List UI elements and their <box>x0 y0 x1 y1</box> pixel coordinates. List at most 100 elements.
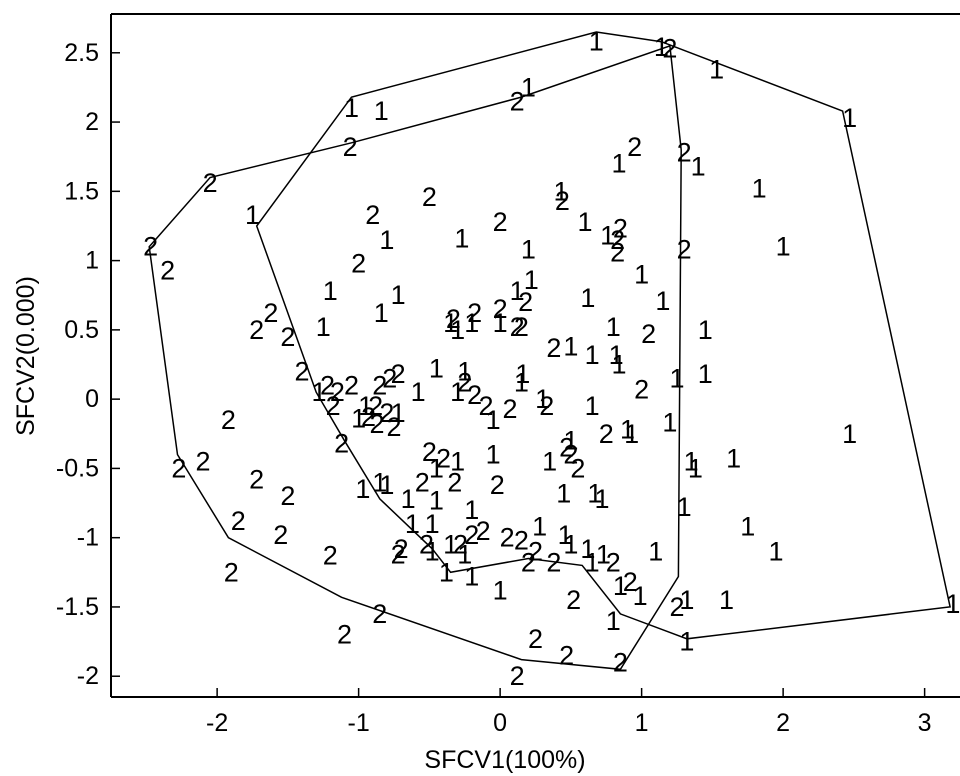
point-group-2: 2 <box>386 412 401 442</box>
point-group-2: 2 <box>502 394 517 424</box>
point-group-1: 1 <box>344 93 359 123</box>
point-group-1: 1 <box>374 96 389 126</box>
point-group-2: 2 <box>570 453 585 483</box>
point-group-1: 1 <box>535 384 550 414</box>
point-group-1: 1 <box>563 332 578 362</box>
point-group-2: 2 <box>514 526 529 556</box>
x-tick-label: 2 <box>776 709 790 737</box>
point-group-2: 2 <box>436 444 451 474</box>
y-tick-label: 1 <box>85 247 99 275</box>
point-group-1: 1 <box>493 308 508 338</box>
point-group-2: 2 <box>280 322 295 352</box>
point-group-1: 1 <box>620 415 635 445</box>
point-group-1: 1 <box>752 174 767 204</box>
y-tick-label: -2 <box>77 662 99 690</box>
point-group-2: 2 <box>326 391 341 421</box>
point-group-1: 1 <box>457 356 472 386</box>
point-group-1: 1 <box>596 539 611 569</box>
point-group-2: 2 <box>500 523 515 553</box>
point-group-2: 2 <box>539 391 554 421</box>
x-tick-label: 3 <box>918 709 932 737</box>
point-group-2: 2 <box>566 585 581 615</box>
point-group-1: 1 <box>443 308 458 338</box>
point-group-2: 2 <box>203 168 218 198</box>
point-group-2: 2 <box>160 255 175 285</box>
point-group-1: 1 <box>245 200 260 230</box>
point-group-1: 1 <box>669 363 684 393</box>
point-group-2: 2 <box>493 207 508 237</box>
point-group-1: 1 <box>563 426 578 456</box>
y-axis-title: SFCV2(0.000) <box>12 276 40 436</box>
point-group-1: 1 <box>624 419 639 449</box>
point-group-2: 2 <box>510 312 525 342</box>
point-group-1: 1 <box>457 539 472 569</box>
point-group-1: 1 <box>679 627 694 657</box>
point-group-1: 1 <box>510 276 525 306</box>
point-group-1: 1 <box>691 151 706 181</box>
point-group-1: 1 <box>514 368 529 398</box>
convex-hulls <box>148 31 952 671</box>
point-group-2: 2 <box>195 447 210 477</box>
point-group-1: 1 <box>677 492 692 522</box>
point-group-2: 2 <box>546 333 561 363</box>
y-tick-label: 1.5 <box>64 177 99 205</box>
point-group-2: 2 <box>662 34 677 64</box>
point-group-1: 1 <box>429 354 444 384</box>
point-group-2: 2 <box>415 467 430 497</box>
point-group-1: 1 <box>486 405 501 435</box>
point-group-1: 1 <box>587 478 602 508</box>
point-group-1: 1 <box>611 350 626 380</box>
point-group-1: 1 <box>613 571 628 601</box>
point-group-2: 2 <box>344 370 359 400</box>
point-group-1: 1 <box>688 453 703 483</box>
point-group-2: 2 <box>337 620 352 650</box>
point-group-1: 1 <box>493 575 508 605</box>
x-tick-label: 0 <box>493 709 507 737</box>
x-axis-ticks: -2 -1 0 1 2 3 <box>206 688 932 737</box>
y-tick-label: 2 <box>85 108 99 136</box>
y-tick-label: -0.5 <box>56 454 99 482</box>
point-group-1: 1 <box>585 548 600 578</box>
point-group-2: 2 <box>422 437 437 467</box>
point-group-2: 2 <box>623 567 638 597</box>
point-group-1: 1 <box>709 54 724 84</box>
point-group-2: 2 <box>323 541 338 571</box>
point-group-2: 2 <box>249 465 264 495</box>
y-tick-label: 2.5 <box>64 39 99 67</box>
point-group-2: 2 <box>669 592 684 622</box>
y-axis-ticks: 2.5 2 1.5 1 0.5 0 -0.5 -1 -1.5 -2 <box>56 39 120 690</box>
point-group-1: 1 <box>633 581 648 611</box>
point-group-1: 1 <box>401 484 416 514</box>
hull-group-1 <box>255 31 952 640</box>
point-group-1: 1 <box>429 453 444 483</box>
point-group-1: 1 <box>355 474 370 504</box>
plot-area <box>111 14 960 697</box>
point-group-2: 2 <box>457 368 472 398</box>
point-group-2: 2 <box>365 200 380 230</box>
point-group-1: 1 <box>311 377 326 407</box>
y-tick-label: -1.5 <box>56 593 99 621</box>
point-group-1: 1 <box>768 537 783 567</box>
point-group-2: 2 <box>394 534 409 564</box>
hull-group-2 <box>148 44 682 671</box>
point-group-1: 1 <box>655 286 670 316</box>
point-group-1: 1 <box>450 447 465 477</box>
point-group-1: 1 <box>542 447 557 477</box>
point-group-2: 2 <box>510 86 525 116</box>
point-group-2: 2 <box>351 248 366 278</box>
point-group-2: 2 <box>453 530 468 560</box>
point-group-1: 1 <box>740 512 755 542</box>
point-group-2: 2 <box>514 312 529 342</box>
point-group-1: 1 <box>698 359 713 389</box>
point-group-1: 1 <box>521 235 536 265</box>
point-group-1: 1 <box>316 312 331 342</box>
point-group-1: 1 <box>450 315 465 345</box>
point-group-1: 1 <box>684 447 699 477</box>
point-group-2: 2 <box>294 356 309 386</box>
point-group-2: 2 <box>476 516 491 546</box>
point-group-2: 2 <box>446 304 461 334</box>
point-group-1: 1 <box>585 391 600 421</box>
point-group-1: 1 <box>532 512 547 542</box>
point-group-2: 2 <box>447 467 462 497</box>
